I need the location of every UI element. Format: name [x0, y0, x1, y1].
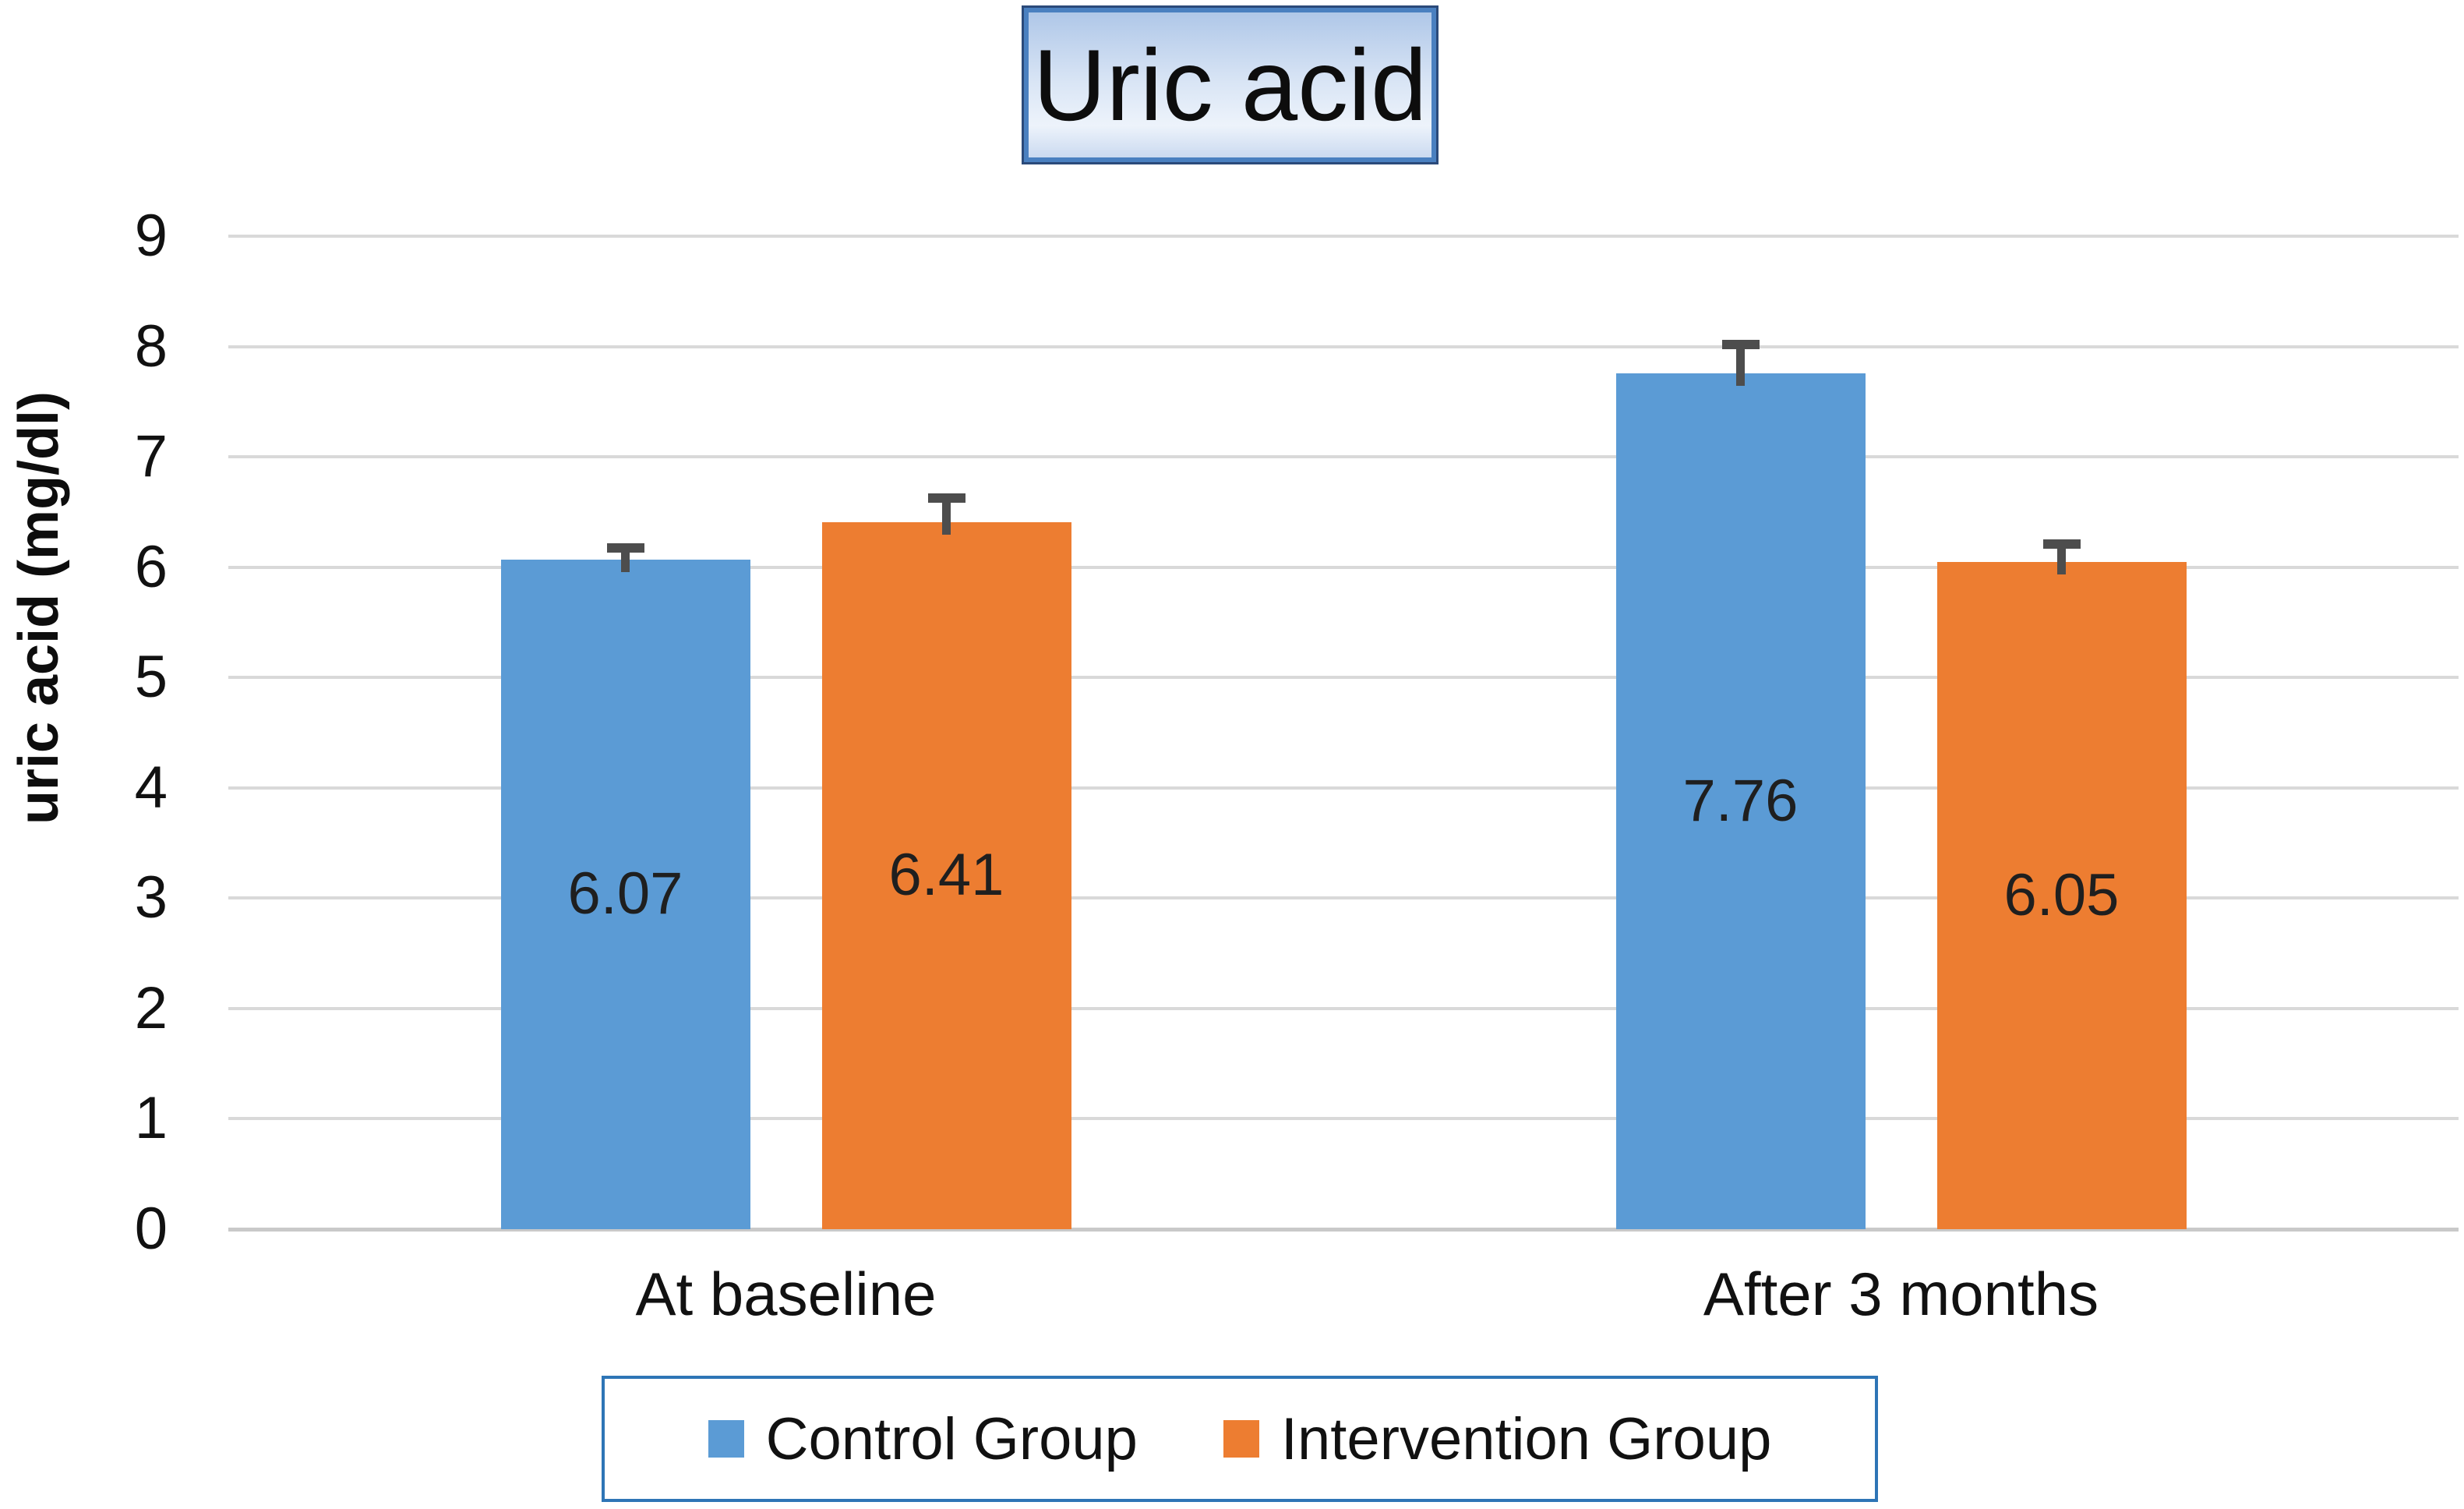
baseline-gridline	[228, 1227, 2459, 1232]
bar-data-label: 7.76	[1682, 767, 1799, 834]
error-bar-stem	[2057, 539, 2066, 574]
error-bar-cap	[2042, 539, 2081, 550]
error-bar-stem	[942, 493, 951, 535]
legend-label: Intervention Group	[1280, 1405, 1772, 1472]
gridline	[228, 235, 2459, 238]
y-axis-tick-label: 2	[134, 974, 168, 1041]
chart-title-box: Uric acid	[1024, 8, 1436, 162]
y-axis-tick-label: 0	[134, 1196, 168, 1262]
y-axis-tick-label: 6	[134, 533, 168, 600]
error-bar	[927, 493, 965, 535]
legend-label: Control Group	[765, 1405, 1138, 1472]
x-axis-label: At baseline	[635, 1260, 937, 1328]
y-axis-tick-label: 9	[134, 203, 168, 269]
legend-item: Control Group	[708, 1405, 1138, 1473]
error-bar-cap	[1721, 340, 1760, 350]
y-axis-tick-label: 7	[134, 423, 168, 490]
gridline	[228, 676, 2459, 680]
error-bar-cap	[927, 493, 965, 503]
y-axis-tick-label: 1	[134, 1085, 168, 1152]
y-axis-tick-label: 8	[134, 313, 168, 380]
bar: 6.41	[821, 521, 1071, 1229]
bar: 7.76	[1615, 373, 1866, 1229]
error-bar	[606, 542, 644, 572]
error-bar-cap	[606, 542, 644, 553]
error-bar-stem	[1736, 340, 1745, 386]
gridline	[228, 1117, 2459, 1121]
y-axis-tick-label: 5	[134, 644, 168, 711]
gridline	[228, 1006, 2459, 1010]
gridline	[228, 455, 2459, 459]
y-axis-tick-label: 4	[134, 754, 168, 821]
gridline	[228, 565, 2459, 569]
error-bar	[2042, 539, 2081, 574]
x-axis-label: After 3 months	[1703, 1260, 2099, 1328]
gridline	[228, 896, 2459, 900]
legend: Control Group Intervention Group	[602, 1376, 1878, 1502]
plot-area: 6.07 6.41 7.76 6.05	[228, 235, 2459, 1232]
bar-data-label: 6.05	[2003, 861, 2120, 928]
gridline	[228, 345, 2459, 348]
bar-data-label: 6.07	[567, 861, 683, 928]
chart-title: Uric acid	[1033, 28, 1428, 142]
gridline	[228, 786, 2459, 790]
error-bar	[1721, 340, 1760, 386]
y-axis-tick-label: 3	[134, 864, 168, 931]
legend-swatch	[708, 1420, 744, 1458]
legend-swatch	[1223, 1420, 1259, 1458]
legend-item: Intervention Group	[1223, 1405, 1772, 1473]
bar: 6.05	[1936, 561, 2187, 1229]
bar: 6.07	[500, 559, 750, 1229]
error-bar-stem	[621, 542, 630, 572]
bar-data-label: 6.41	[888, 842, 1004, 909]
